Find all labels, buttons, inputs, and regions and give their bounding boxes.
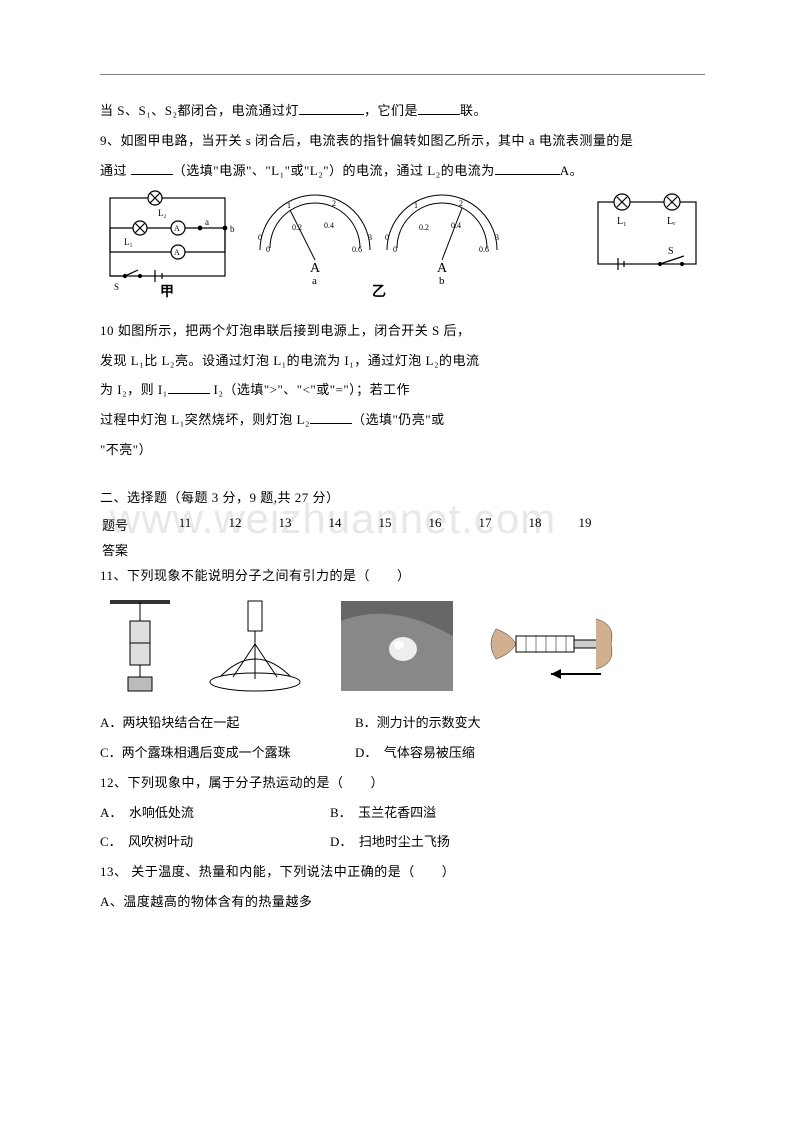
jia-label: 甲	[160, 284, 174, 300]
node-a: a	[205, 217, 209, 227]
q8-post: 联。	[460, 103, 487, 118]
dewdrop-icon	[341, 601, 453, 691]
q11-opts-ab: A．两块铅块结合在一起 B．测力计的示数变大	[100, 708, 705, 738]
q10-l4a: 过程中灯泡 L₁突然烧坏，则灯泡 L₂	[100, 412, 310, 427]
q12-stem: 12、下列现象中，属于分子热运动的是（ ）	[100, 768, 705, 798]
q11-images	[110, 599, 705, 694]
q11-stem: 11、下列现象不能说明分子之间有引力的是（ ）	[100, 561, 705, 591]
svg-text:2: 2	[332, 199, 336, 208]
l1-label: L₁	[124, 237, 133, 247]
q11-a: A．两块铅块结合在一起	[100, 708, 355, 738]
meter-b-A: A	[437, 261, 448, 276]
syringe-icon	[481, 604, 626, 689]
q12-d: D． 扫地时尘土飞扬	[330, 827, 450, 857]
meter-a-A: A	[310, 261, 321, 276]
answer-table-row2: 答案	[100, 540, 705, 559]
q11-c: C．两个露珠相遇后变成一个露珠	[100, 738, 355, 768]
right-s: S	[668, 246, 674, 257]
q13-stem: 13、 关于温度、热量和内能，下列说法中正确的是（ ）	[100, 857, 705, 887]
q11-b: B．测力计的示数变大	[355, 708, 481, 738]
q10-l5: "不亮"）	[100, 435, 705, 465]
q13-a: A、温度越高的物体含有的热量越多	[100, 887, 705, 917]
svg-text:0: 0	[258, 233, 262, 242]
q12-a: A． 水响低处流	[100, 798, 330, 828]
q11-d: D． 气体容易被压缩	[355, 738, 475, 768]
table-cell: 11	[160, 515, 210, 534]
l2-label: L₂	[158, 208, 167, 218]
right-l1: L₁	[617, 216, 627, 227]
q9-l2c: A。	[560, 163, 583, 178]
q11-opts-cd: C．两个露珠相遇后变成一个露珠 D． 气体容易被压缩	[100, 738, 705, 768]
blank	[168, 383, 210, 395]
table-cell: 14	[310, 515, 360, 534]
svg-text:0: 0	[385, 233, 389, 242]
q9-l1: 9、如图甲电路，当开关 s 闭合后，电流表的指针偏转如图乙所示，其中 a 电流表…	[100, 126, 705, 156]
table-cell: 18	[510, 515, 560, 534]
meter-a-sub: a	[312, 275, 317, 287]
svg-text:0.4: 0.4	[324, 221, 334, 230]
table-hdr-ans: 答案	[100, 540, 160, 559]
q12-opts-ab: A． 水响低处流 B． 玉兰花香四溢	[100, 798, 705, 828]
blank	[131, 163, 173, 175]
svg-text:0: 0	[393, 245, 397, 254]
svg-text:0.4: 0.4	[451, 221, 461, 230]
svg-text:0.6: 0.6	[352, 245, 362, 254]
svg-text:0: 0	[266, 245, 270, 254]
svg-text:1: 1	[414, 201, 418, 210]
lead-blocks-icon	[110, 599, 170, 694]
circuit-jia: A A a b L₂ L₁ S 甲	[100, 190, 240, 300]
s-label: S	[114, 282, 119, 292]
q9-l2: 通过 （选填"电源"、"L₁"或"L₂"）的电流，通过 L₂的电流为 A。	[100, 156, 705, 186]
table-cell: 15	[360, 515, 410, 534]
q10-l4b: （选填"仍亮"或	[352, 412, 445, 427]
blank	[495, 163, 560, 175]
table-cell: 16	[410, 515, 460, 534]
blank	[418, 103, 460, 115]
yi-label: 乙	[372, 284, 386, 300]
meters-yi: 0123 00.20.40.6 0123 00.20.40.6 A a A b …	[252, 190, 507, 300]
svg-text:3: 3	[495, 233, 499, 242]
q8-line: 当 S、S₁、S₂都闭合，电流通过灯 ，它们是 联。	[100, 96, 705, 126]
q10-l2: 发现 L₁比 L₂亮。设通过灯泡 L₁的电流为 I₁，通过灯泡 L₂的电流	[100, 346, 705, 376]
q8-pre: 当 S、S₁、S₂都闭合，电流通过灯	[100, 103, 299, 118]
q10-l3a: 为 I₂，则 I₁	[100, 382, 168, 397]
q10-l4: 过程中灯泡 L₁突然烧坏，则灯泡 L₂ （选填"仍亮"或	[100, 405, 705, 435]
q10-l3b: I₂（选填">"、"<"或"="）；若工作	[210, 382, 410, 397]
q12-b: B． 玉兰花香四溢	[330, 798, 436, 828]
blank	[310, 413, 352, 425]
q10-l3: 为 I₂，则 I₁ I₂（选填">"、"<"或"="）；若工作	[100, 375, 705, 405]
right-lr: Lᵣ	[667, 216, 676, 227]
q8-mid: ，它们是	[364, 103, 418, 118]
ammeter-b-label: A	[174, 248, 180, 257]
table-cell: 19	[560, 515, 610, 534]
q12-opts-cd: C． 风吹树叶动 D． 扫地时尘土飞扬	[100, 827, 705, 857]
blank	[299, 103, 364, 115]
section2-heading: 二、选择题（每题 3 分，9 题,共 27 分）	[100, 483, 705, 513]
ammeter-a-label: A	[174, 224, 180, 233]
q9-l2a: 通过	[100, 163, 131, 178]
figure-row-q9: A A a b L₂ L₁ S 甲	[100, 190, 705, 300]
svg-text:2: 2	[459, 199, 463, 208]
table-cell: 13	[260, 515, 310, 534]
svg-text:0.2: 0.2	[419, 223, 429, 232]
node-b: b	[230, 224, 235, 234]
q12-c: C． 风吹树叶动	[100, 827, 330, 857]
spring-scale-icon	[198, 599, 313, 694]
table-cell: 17	[460, 515, 510, 534]
q9-l2b: （选填"电源"、"L₁"或"L₂"）的电流，通过 L₂的电流为	[173, 163, 495, 178]
svg-text:0.6: 0.6	[479, 245, 489, 254]
circuit-right: L₁ Lᵣ S	[590, 190, 705, 285]
svg-text:0.2: 0.2	[292, 223, 302, 232]
svg-text:3: 3	[368, 233, 372, 242]
table-cell: 12	[210, 515, 260, 534]
answer-table-row1: 题号 11 12 13 14 15 16 17 18 19	[100, 515, 705, 534]
table-hdr-num: 题号	[100, 515, 160, 534]
q10-l1: 10 如图所示，把两个灯泡串联后接到电源上，闭合开关 S 后，	[100, 316, 705, 346]
meter-b-sub: b	[439, 275, 445, 287]
svg-text:1: 1	[287, 201, 291, 210]
